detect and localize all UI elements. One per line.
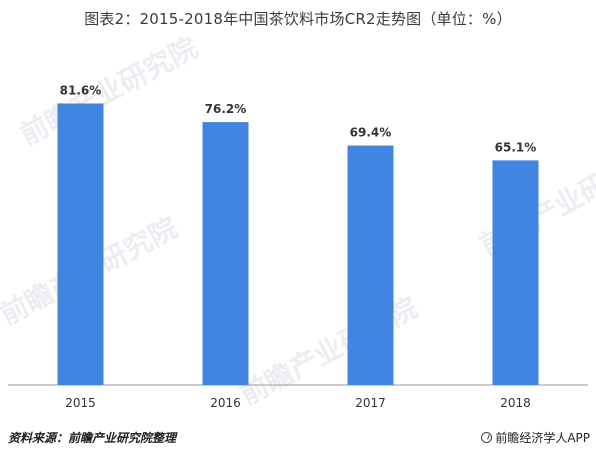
x-tick-label-2017: 2017 <box>355 396 386 410</box>
data-label-2017: 69.4% <box>350 126 392 140</box>
chart-title: 图表2：2015-2018年中国茶饮料市场CR2走势图（单位：%） <box>84 10 512 28</box>
bar-2016 <box>202 122 249 386</box>
bar-2018 <box>492 160 539 385</box>
brand-logo-icon <box>481 432 493 443</box>
source-note: 资料来源：前瞻产业研究院整理 <box>8 431 177 445</box>
x-tick-label-2016: 2016 <box>210 396 241 410</box>
bar-2017 <box>347 145 394 385</box>
x-tick-label-2018: 2018 <box>500 396 531 410</box>
data-label-2016: 76.2% <box>205 102 247 116</box>
data-label-2018: 65.1% <box>495 140 537 154</box>
data-label-2015: 81.6% <box>60 83 102 97</box>
x-tick-label-2015: 2015 <box>65 396 96 410</box>
brand-label: 前瞻经济学人APP <box>495 431 590 445</box>
bar-chart: 81.6% 2015 76.2% 2016 69.4% 2017 65.1% 2018 <box>8 83 588 410</box>
brand-footer: 前瞻经济学人APP <box>481 429 590 446</box>
bar-2015 <box>57 103 104 385</box>
